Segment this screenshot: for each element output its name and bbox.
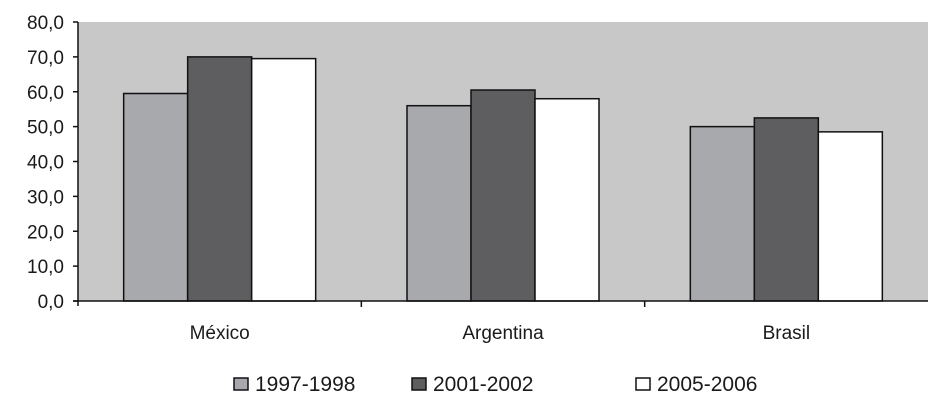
legend: 1997-1998 2001-2002 2005-2006 (233, 373, 757, 396)
y-tick-label: 30,0 (27, 187, 64, 208)
y-tick-label: 60,0 (27, 83, 64, 104)
y-tick-label: 0,0 (38, 292, 64, 313)
y-tick-label: 20,0 (27, 222, 64, 243)
y-axis-ticks: 0,0 10,0 20,0 30,0 40,0 50,0 60,0 70,0 80,0 (27, 13, 78, 313)
y-tick-label: 80,0 (27, 13, 64, 34)
legend-label: 2001-2002 (433, 373, 533, 396)
x-category-label: Brasil (763, 323, 811, 344)
y-tick-label: 40,0 (27, 153, 64, 174)
legend-swatch (635, 377, 651, 391)
bar-2005-2006-Brasil (817, 131, 884, 302)
bar-1997-1998-Argentina (406, 104, 472, 302)
bar-1997-1998-Brasil (689, 125, 756, 302)
x-category-label: México (190, 323, 250, 344)
bar-2001-2002-Argentina (470, 89, 536, 302)
legend-swatch (233, 377, 249, 391)
x-category-label: Argentina (462, 323, 544, 344)
legend-swatch (411, 377, 427, 391)
axes-group (73, 22, 928, 307)
bar-2005-2006-Argentina (534, 97, 600, 302)
y-tick-label: 50,0 (27, 118, 64, 139)
bar-2005-2006-México (250, 57, 317, 302)
bar-2001-2002-Brasil (753, 117, 820, 302)
bars-group (122, 56, 884, 302)
legend-label: 1997-1998 (255, 373, 355, 396)
bar-2001-2002-México (186, 56, 253, 302)
legend-label: 2005-2006 (657, 373, 757, 396)
x-axis-categories: México Argentina Brasil (190, 323, 811, 344)
bar-1997-1998-México (122, 92, 189, 302)
y-tick-label: 10,0 (27, 257, 64, 278)
y-tick-label: 70,0 (27, 48, 64, 69)
